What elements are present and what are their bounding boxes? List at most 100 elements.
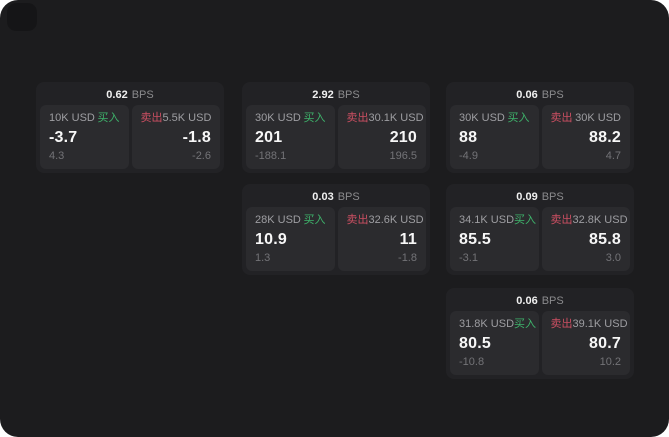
buy-panel-top: 28K USD 买入: [255, 214, 326, 227]
buy-price: 10.9: [255, 231, 287, 248]
buy-label: 买入: [514, 214, 537, 226]
sell-label: 卖出: [550, 112, 573, 124]
sell-delta: 196.5: [389, 150, 417, 162]
sell-amount: 39.1K USD: [572, 318, 628, 330]
buy-amount: 31.8K USD: [459, 318, 515, 330]
sell-amount: 5.5K USD: [162, 112, 212, 124]
buy-amount: 28K USD: [255, 214, 301, 226]
quote-card: 0.03 BPS 28K USD 买入 10.9 1.3 卖出 32.6K US…: [242, 184, 430, 275]
buy-label: 买入: [507, 112, 530, 124]
sell-label: 卖出: [550, 318, 573, 330]
sell-panel-top: 卖出 32.6K USD: [346, 214, 424, 227]
buy-delta: -188.1: [255, 150, 287, 162]
sell-panel[interactable]: 卖出 5.5K USD -1.8 -2.6: [131, 105, 220, 169]
quote-card: 2.92 BPS 30K USD 买入 201 -188.1 卖出 30.1K …: [242, 82, 430, 173]
sell-panel[interactable]: 卖出 30K USD 88.2 4.7: [541, 105, 630, 169]
corner-shade: [7, 3, 37, 31]
buy-amount: 30K USD: [255, 112, 301, 124]
bps-value: 0.06: [516, 295, 538, 307]
sell-price: 11: [399, 231, 417, 248]
bps-value: 0.09: [516, 191, 538, 203]
buy-price: -3.7: [49, 129, 78, 146]
quote-card: 0.62 BPS 10K USD 买入 -3.7 4.3 卖出 5.5K USD…: [36, 82, 224, 173]
buy-label: 买入: [97, 112, 120, 124]
bps-unit: BPS: [337, 89, 360, 101]
sell-price: 85.8: [589, 231, 621, 248]
bps-header: 0.06 BPS: [450, 86, 630, 105]
buy-panel[interactable]: 31.8K USD 买入 80.5 -10.8: [450, 311, 539, 375]
bps-unit: BPS: [541, 295, 564, 307]
bps-value: 0.03: [312, 191, 334, 203]
buy-panel-top: 10K USD 买入: [49, 112, 120, 125]
buy-label: 买入: [514, 318, 537, 330]
bps-value: 0.62: [106, 89, 128, 101]
buy-price: 201: [255, 129, 283, 146]
sell-delta: 4.7: [605, 150, 621, 162]
quote-panels: 10K USD 买入 -3.7 4.3 卖出 5.5K USD -1.8 -2.…: [40, 105, 220, 169]
quote-panels: 30K USD 买入 201 -188.1 卖出 30.1K USD 210 1…: [246, 105, 426, 169]
buy-price: 85.5: [459, 231, 491, 248]
buy-delta: 1.3: [255, 252, 271, 264]
bps-header: 0.09 BPS: [450, 188, 630, 207]
quote-card: 0.09 BPS 34.1K USD 买入 85.5 -3.1 卖出 32.8K…: [446, 184, 634, 275]
sell-delta: -2.6: [192, 150, 211, 162]
bps-value: 2.92: [312, 89, 334, 101]
buy-delta: -4.9: [459, 150, 478, 162]
quote-card: 0.06 BPS 31.8K USD 买入 80.5 -10.8 卖出 39.1…: [446, 288, 634, 379]
sell-amount: 30.1K USD: [368, 112, 424, 124]
buy-price: 80.5: [459, 335, 491, 352]
bps-unit: BPS: [541, 89, 564, 101]
bps-value: 0.06: [516, 89, 538, 101]
sell-price: 210: [389, 129, 417, 146]
buy-amount: 10K USD: [49, 112, 95, 124]
sell-delta: -1.8: [398, 252, 417, 264]
bps-unit: BPS: [131, 89, 154, 101]
sell-panel[interactable]: 卖出 39.1K USD 80.7 10.2: [541, 311, 630, 375]
bps-unit: BPS: [337, 191, 360, 203]
bps-header: 0.06 BPS: [450, 292, 630, 311]
sell-panel[interactable]: 卖出 32.8K USD 85.8 3.0: [541, 207, 630, 271]
buy-delta: -10.8: [459, 356, 485, 368]
sell-amount: 32.8K USD: [572, 214, 628, 226]
buy-label: 买入: [303, 112, 326, 124]
buy-panel-top: 31.8K USD 买入: [459, 318, 536, 331]
buy-delta: 4.3: [49, 150, 65, 162]
quote-panels: 31.8K USD 买入 80.5 -10.8 卖出 39.1K USD 80.…: [450, 311, 630, 375]
quote-panels: 30K USD 买入 88 -4.9 卖出 30K USD 88.2 4.7: [450, 105, 630, 169]
sell-panel-top: 卖出 32.8K USD: [550, 214, 628, 227]
buy-panel-top: 30K USD 买入: [255, 112, 326, 125]
sell-amount: 32.6K USD: [368, 214, 424, 226]
buy-amount: 30K USD: [459, 112, 505, 124]
buy-panel-top: 30K USD 买入: [459, 112, 530, 125]
buy-panel-top: 34.1K USD 买入: [459, 214, 536, 227]
bps-unit: BPS: [541, 191, 564, 203]
sell-label: 卖出: [140, 112, 163, 124]
sell-panel[interactable]: 卖出 30.1K USD 210 196.5: [337, 105, 426, 169]
sell-delta: 3.0: [605, 252, 621, 264]
bps-header: 0.03 BPS: [246, 188, 426, 207]
bps-header: 2.92 BPS: [246, 86, 426, 105]
buy-panel[interactable]: 30K USD 买入 201 -188.1: [246, 105, 335, 169]
buy-panel[interactable]: 30K USD 买入 88 -4.9: [450, 105, 539, 169]
buy-panel[interactable]: 10K USD 买入 -3.7 4.3: [40, 105, 129, 169]
sell-panel-top: 卖出 30K USD: [551, 112, 622, 125]
buy-price: 88: [459, 129, 478, 146]
sell-panel-top: 卖出 30.1K USD: [346, 112, 424, 125]
sell-panel-top: 卖出 39.1K USD: [550, 318, 628, 331]
buy-amount: 34.1K USD: [459, 214, 515, 226]
buy-label: 买入: [303, 214, 326, 226]
buy-panel[interactable]: 28K USD 买入 10.9 1.3: [246, 207, 335, 271]
sell-label: 卖出: [550, 214, 573, 226]
sell-price: 80.7: [589, 335, 621, 352]
buy-panel[interactable]: 34.1K USD 买入 85.5 -3.1: [450, 207, 539, 271]
sell-label: 卖出: [346, 112, 369, 124]
quote-panels: 34.1K USD 买入 85.5 -3.1 卖出 32.8K USD 85.8…: [450, 207, 630, 271]
sell-price: 88.2: [589, 129, 621, 146]
sell-panel-top: 卖出 5.5K USD: [141, 112, 212, 125]
sell-panel[interactable]: 卖出 32.6K USD 11 -1.8: [337, 207, 426, 271]
bps-header: 0.62 BPS: [40, 86, 220, 105]
sell-amount: 30K USD: [575, 112, 621, 124]
quote-panels: 28K USD 买入 10.9 1.3 卖出 32.6K USD 11 -1.8: [246, 207, 426, 271]
sell-label: 卖出: [346, 214, 369, 226]
